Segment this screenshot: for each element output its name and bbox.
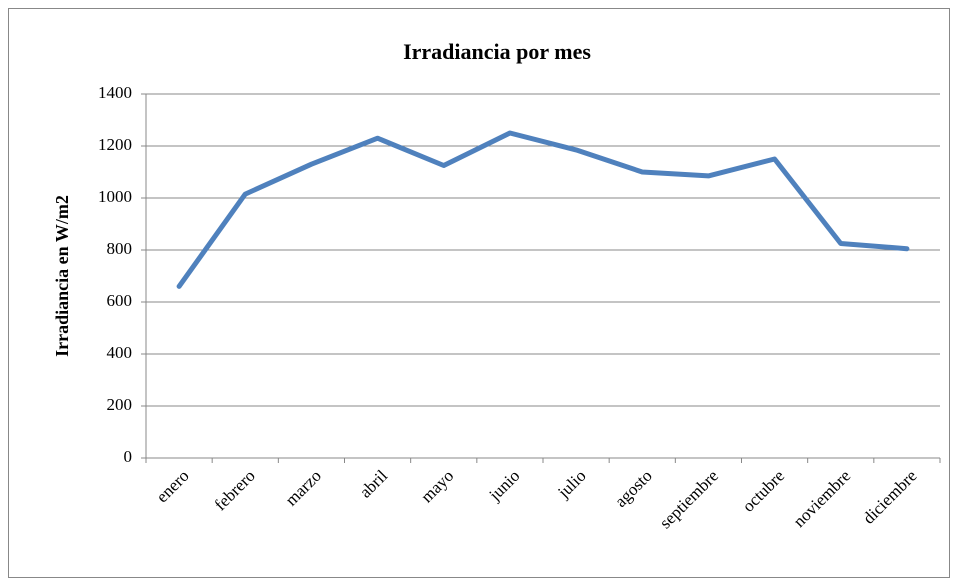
data-line <box>176 130 910 289</box>
y-tick-label: 600 <box>107 291 133 310</box>
y-axis-label: Irradiancia en W/m2 <box>52 195 72 357</box>
y-tick-label: 400 <box>107 343 133 362</box>
y-tick-label: 1000 <box>98 187 132 206</box>
y-tick-label: 1400 <box>98 83 132 102</box>
y-tick-label: 800 <box>107 239 133 258</box>
chart-title: Irradiancia por mes <box>403 39 591 64</box>
chart-border <box>8 8 950 578</box>
y-tick-label: 0 <box>124 447 133 466</box>
y-tick-label: 1200 <box>98 135 132 154</box>
y-tick-label: 200 <box>107 395 133 414</box>
